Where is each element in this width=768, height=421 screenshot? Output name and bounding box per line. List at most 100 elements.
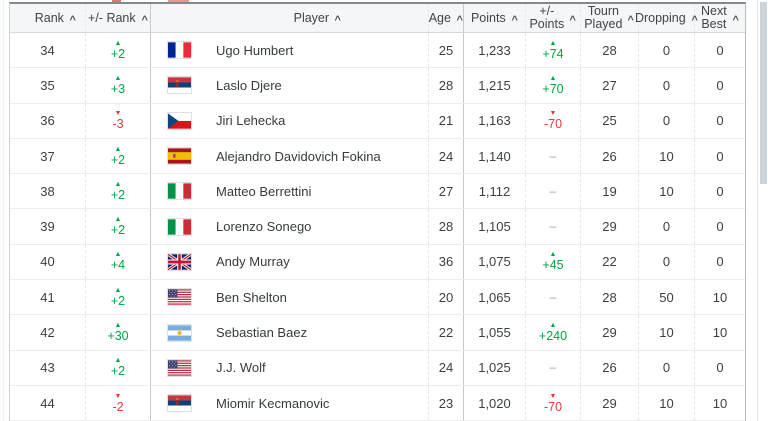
table-row[interactable]: 44 ▼ -2 Miomir Kecmanovic 23 1,020 ▼ -70 29 10 10	[10, 385, 745, 421]
tourn-played-cell-value: 26	[602, 360, 617, 376]
gb-flag-icon	[168, 253, 191, 270]
col-header-label-line: Best	[701, 17, 727, 31]
dropping-cell-value: 0	[662, 219, 671, 235]
table-row[interactable]: 35 ▲ +3 Laslo Djere 28 1,215 ▲ +70 27 0 0	[10, 68, 745, 104]
rank-cell: 40	[10, 244, 86, 280]
age-cell: 36	[429, 244, 464, 280]
age-cell-value: 36	[438, 254, 454, 270]
dropping-cell-value: 10	[659, 395, 674, 411]
player-cell: Miomir Kecmanovic	[151, 385, 429, 421]
table-row[interactable]: 42 ▲ +30 Sebastian Baez 22 1,055 ▲ +240 29 10 10	[10, 315, 745, 351]
points-cell-value: 1,020	[478, 395, 511, 411]
sort-caret-icon: ∧	[455, 13, 465, 23]
up-triangle-icon: ▲	[114, 251, 122, 259]
next-best-cell: 10	[695, 280, 745, 314]
points-cell-value: 1,140	[478, 148, 511, 164]
down-triangle-icon: ▼	[114, 110, 122, 118]
player-name: Ugo Humbert	[216, 42, 294, 58]
table-row[interactable]: 41 ▲ +2 Ben Shelton 20 1,065 – 28 50 10	[10, 280, 745, 316]
points-change-value: –	[549, 219, 557, 234]
sort-caret-icon: ∧	[333, 13, 343, 23]
us-flag-icon	[168, 360, 191, 376]
col-header-rank[interactable]: Rank ∧	[10, 4, 86, 32]
player-cell: Lorenzo Sonego	[151, 209, 429, 244]
tourn-played-cell-value: 29	[602, 395, 617, 411]
col-header-label-line: Points	[529, 17, 565, 31]
col-header-next-best[interactable]: Next Best ∧	[695, 4, 745, 32]
rank-change: ▲ +2	[86, 209, 151, 244]
up-triangle-icon: ▲	[114, 145, 122, 153]
tourn-played-cell: 29	[581, 315, 639, 350]
col-header-tourn-played[interactable]: Tourn Played ∧	[581, 4, 639, 32]
col-header-points[interactable]: Points ∧	[464, 4, 526, 32]
points-cell: 1,025	[464, 350, 526, 385]
table-row[interactable]: 36 ▼ -3 Jiri Lehecka 21 1,163 ▼ -70 25 0 0	[10, 103, 745, 139]
points-change-value: +74	[542, 46, 564, 61]
rank-value: 42	[40, 325, 55, 341]
rank-cell: 41	[10, 280, 86, 315]
col-header-label: Player	[294, 11, 329, 25]
table-row[interactable]: 39 ▲ +2 Lorenzo Sonego 28 1,105 – 29 0 0	[10, 209, 745, 245]
rank-value: 38	[40, 183, 55, 199]
table-body: 34 ▲ +2 Ugo Humbert 25 1,233 ▲ +74 28 0 0 35 ▲ +3 Lasl…	[10, 33, 745, 421]
dropping-cell-value: 0	[662, 77, 671, 93]
up-triangle-icon: ▲	[114, 180, 122, 188]
tourn-played-cell-value: 28	[602, 289, 617, 305]
table-row[interactable]: 34 ▲ +2 Ugo Humbert 25 1,233 ▲ +74 28 0 0	[10, 33, 745, 69]
up-triangle-icon: ▲	[114, 322, 122, 330]
next-best-cell: 0	[695, 245, 745, 279]
table-row[interactable]: 43 ▲ +2 J.J. Wolf 24 1,025 – 26 0 0	[10, 350, 745, 386]
it-flag-icon	[168, 183, 191, 199]
col-header-age[interactable]: Age ∧	[429, 4, 464, 32]
tourn-played-cell: 22	[581, 244, 639, 280]
col-header-points-change[interactable]: +/- Points ∧	[526, 4, 581, 32]
col-header-label: Dropping	[634, 10, 686, 25]
col-header-label-line: Dropping	[634, 10, 686, 25]
points-change-value: –	[549, 148, 557, 163]
points-cell: 1,215	[464, 68, 526, 103]
rank-change: ▼ -2	[86, 385, 151, 421]
rank-cell: 36	[10, 103, 86, 138]
up-triangle-icon: ▲	[114, 74, 122, 82]
age-cell: 28	[429, 68, 464, 103]
next-best-cell-value: 0	[716, 360, 724, 376]
points-change: –	[526, 138, 581, 174]
points-cell: 1,055	[464, 315, 526, 350]
col-header-rank-change[interactable]: +/- Rank ∧	[86, 4, 151, 32]
player-cell: Jiri Lehecka	[151, 103, 429, 138]
next-best-cell-value: 10	[712, 289, 728, 305]
scrollbar-track[interactable]	[757, 0, 758, 421]
points-cell: 1,075	[464, 244, 526, 280]
player-name: J.J. Wolf	[216, 360, 266, 376]
next-best-cell: 10	[695, 315, 745, 349]
rank-cell: 42	[10, 315, 86, 350]
rank-value: 40	[40, 254, 55, 270]
rank-change: ▲ +2	[86, 174, 151, 209]
sort-caret-icon: ∧	[730, 13, 740, 23]
rank-value: 35	[40, 77, 55, 93]
col-header-player[interactable]: Player ∧	[151, 4, 429, 32]
player-cell: Alejandro Davidovich Fokina	[151, 138, 429, 174]
col-header-label-line: Played	[584, 17, 623, 31]
it-flag-icon	[168, 218, 191, 235]
rank-change: ▲ +2	[86, 280, 151, 315]
points-change-value: +70	[542, 81, 564, 96]
up-triangle-icon: ▲	[114, 357, 122, 365]
rank-cell: 37	[10, 138, 86, 174]
table-row[interactable]: 40 ▲ +4 Andy Murray 36 1,075 ▲ +45 22 0 0	[10, 244, 745, 281]
table-row[interactable]: 38 ▲ +2 Matteo Berrettini 27 1,112 – 19 10 0	[10, 174, 745, 210]
table-row[interactable]: 37 ▲ +2 Alejandro Davidovich Fokina 24 1,140 –…	[10, 138, 745, 175]
col-header-dropping[interactable]: Dropping ∧	[635, 4, 699, 32]
points-change-value: –	[549, 360, 557, 375]
cz-flag-icon	[168, 113, 191, 129]
scrollbar-thumb[interactable]	[760, 2, 767, 184]
points-cell-value: 1,112	[478, 183, 511, 199]
age-cell-value: 28	[438, 219, 454, 235]
points-change: –	[526, 174, 581, 209]
col-header-label: Tourn Played	[584, 5, 622, 31]
es-flag-icon	[168, 148, 191, 164]
rank-change: ▲ +2	[86, 350, 151, 385]
points-change-value: –	[549, 289, 557, 304]
points-cell: 1,233	[464, 33, 526, 68]
ar-flag-icon	[168, 324, 191, 341]
